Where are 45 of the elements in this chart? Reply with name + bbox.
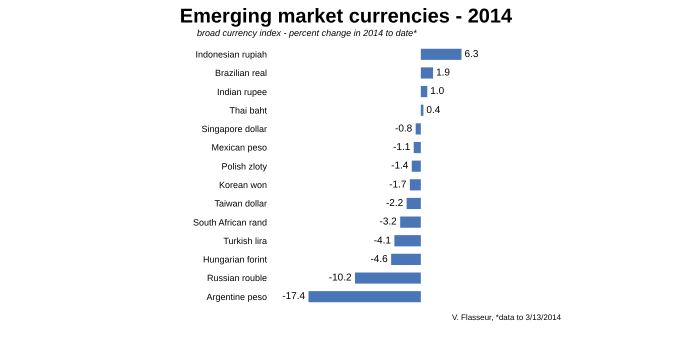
data-label: -3.2 — [380, 216, 398, 228]
y-tick-label: Brazilian real — [214, 68, 267, 78]
text: V. Flasseur, *data to 3/13/2014 — [452, 313, 562, 322]
y-tick-label: Russian rouble — [206, 273, 267, 284]
y-tick-label: Thai baht — [229, 105, 268, 116]
bar — [391, 254, 421, 265]
data-label: 1.9 — [436, 67, 450, 78]
data-label: -4.1 — [374, 235, 392, 246]
data-label: 6.3 — [464, 48, 479, 60]
bar — [394, 235, 421, 246]
bar — [420, 67, 434, 79]
bar — [414, 142, 421, 154]
bar — [308, 291, 421, 302]
data-label: -17.4 — [282, 291, 306, 302]
bar — [406, 198, 421, 210]
data-label: -10.2 — [328, 272, 352, 284]
data-label: -0.8 — [394, 123, 413, 134]
y-tick-label: Argentine peso — [206, 292, 267, 302]
bar — [410, 179, 421, 190]
y-tick-label: South African rand — [192, 217, 267, 228]
y-tick-label: Korean won — [218, 180, 267, 190]
y-tick-label: Hungarian forint — [202, 254, 268, 265]
y-tick-label: Indonesian rupiah — [195, 49, 267, 60]
bar — [420, 86, 428, 98]
data-label: 0.4 — [426, 104, 441, 116]
data-label: -1.1 — [393, 142, 411, 154]
y-tick-label: Turkish lira — [223, 236, 267, 246]
y-tick-label: Mexican peso — [211, 142, 267, 153]
chart-subtitle: broad currency index - percent change in 2014 to date* — [197, 28, 418, 38]
y-tick-label: Polish zloty — [221, 161, 268, 172]
bar — [416, 123, 421, 134]
y-tick-label: Singapore dollar — [201, 124, 267, 134]
bar — [420, 104, 424, 116]
bar — [354, 272, 421, 284]
bar — [412, 160, 421, 172]
data-label: -4.6 — [370, 254, 388, 265]
y-tick-label: Taiwan dollar — [214, 198, 267, 209]
bar — [400, 216, 421, 228]
chart-title: Emerging market currencies - 2014 — [180, 5, 514, 28]
data-label: -1.4 — [391, 160, 409, 172]
data-label: -1.7 — [389, 179, 407, 190]
y-tick-label: Indian rupee — [216, 86, 267, 97]
data-label: 1.0 — [430, 86, 445, 98]
bar — [420, 48, 462, 60]
data-label: -2.2 — [386, 198, 404, 209]
